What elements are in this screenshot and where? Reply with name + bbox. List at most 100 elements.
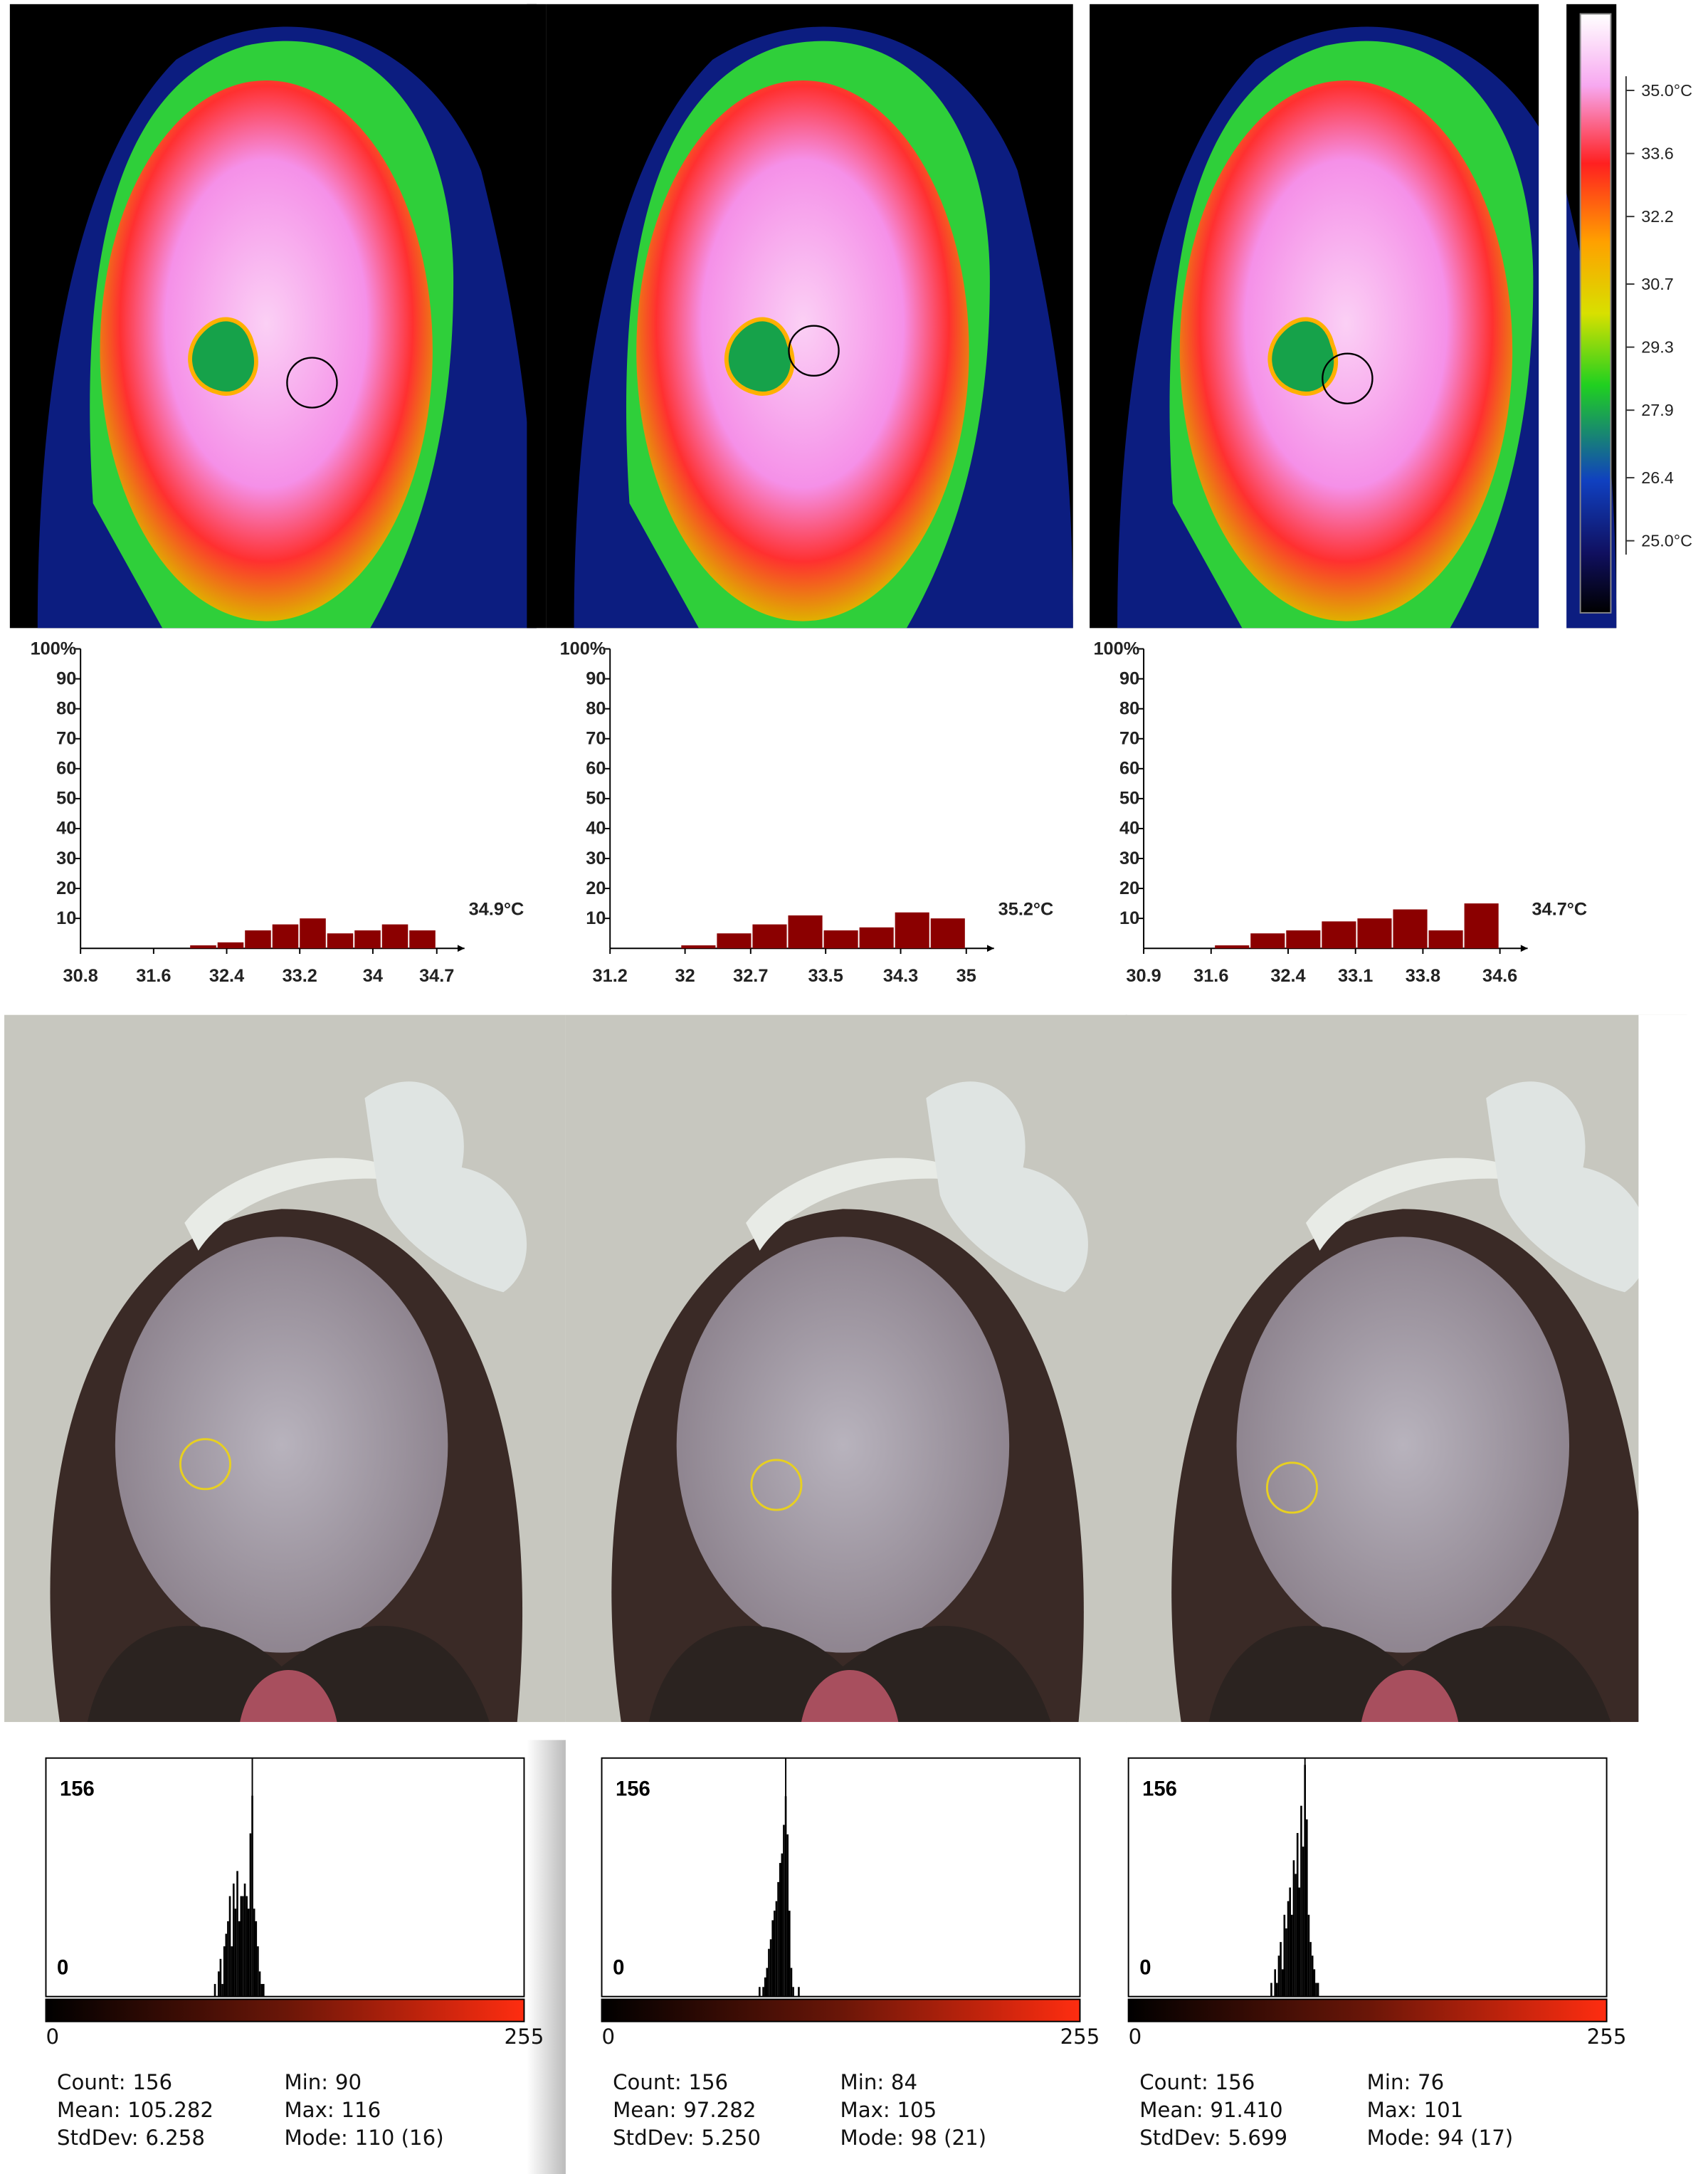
stat-label: Mean:: [57, 2098, 120, 2122]
bar: [227, 1921, 229, 1997]
stat-label: StdDev:: [57, 2126, 139, 2150]
stat-label: Mode:: [284, 2126, 347, 2150]
x-tick-label: 32.4: [209, 966, 244, 986]
bar: [257, 1946, 259, 1997]
bar: [779, 1863, 781, 1997]
stat-value: 97.282: [683, 2098, 756, 2122]
x-tick-label: 33.1: [1338, 966, 1373, 986]
bar: [232, 1884, 235, 1997]
bar: [1428, 930, 1463, 949]
stat: Count: 156: [1139, 2070, 1255, 2094]
x-tick-label: 31.6: [136, 966, 171, 986]
bar: [1317, 1983, 1319, 1997]
stat: Mean: 97.282: [613, 2098, 756, 2122]
bar: [771, 1920, 774, 1997]
bar: [768, 1948, 770, 1997]
bar: [272, 924, 299, 949]
bar: [1309, 1942, 1312, 1997]
y-tick-label: 90: [586, 668, 606, 688]
bar: [823, 930, 858, 949]
x-tick-label: 34.6: [1482, 966, 1517, 986]
y-tick-label: 70: [1119, 729, 1139, 749]
stat-value: 116: [341, 2098, 381, 2122]
stat-label: Min:: [840, 2070, 885, 2094]
bar: [219, 1958, 222, 1997]
bar: [1215, 945, 1250, 949]
colorbar-label: 30.7: [1641, 275, 1673, 293]
bar: [798, 1987, 800, 1997]
y-tick-label: 80: [586, 698, 606, 718]
bar: [1300, 1805, 1302, 1997]
stat-label: Max:: [840, 2098, 890, 2122]
y-max-label: 156: [1142, 1777, 1177, 1800]
x-tick-label: 31.2: [593, 966, 628, 986]
stat-value: 91.410: [1210, 2098, 1282, 2122]
colorbar-label: 25.0°C: [1641, 531, 1692, 550]
stat-value: 101: [1424, 2098, 1464, 2122]
stat: Mode: 98 (21): [840, 2126, 987, 2150]
y-tick-label: 100%: [1093, 639, 1139, 658]
stat-label: Count:: [613, 2070, 682, 2094]
colorbar: [1579, 13, 1612, 614]
bar: [228, 1896, 231, 1997]
stat: Max: 101: [1367, 2098, 1464, 2122]
stat-value: 90: [335, 2070, 362, 2094]
stat: Mean: 105.282: [57, 2098, 214, 2122]
bar: [1289, 1887, 1292, 1997]
bar: [930, 918, 965, 949]
bar: [243, 1884, 246, 1997]
bar: [1311, 1955, 1314, 1997]
stat-value: 94 (17): [1438, 2126, 1513, 2150]
y-tick-label: 70: [56, 729, 76, 749]
stat-value: 156: [1216, 2070, 1255, 2094]
axis-arrow: [1520, 945, 1528, 952]
bar: [381, 924, 408, 949]
bar: [783, 1824, 785, 1997]
bar: [223, 1946, 226, 1997]
stat-value: 5.250: [701, 2126, 761, 2150]
colorbar-label: 35.0°C: [1641, 81, 1692, 100]
axis-arrow: [986, 945, 994, 952]
bar: [260, 1984, 263, 1997]
bar: [681, 945, 716, 949]
y-tick-label: 80: [56, 698, 76, 718]
y-tick-label: 60: [1119, 759, 1139, 779]
lut-bar: [45, 1998, 525, 2022]
bar: [764, 1977, 766, 1997]
y-tick-label: 40: [586, 819, 606, 839]
bar: [788, 915, 823, 949]
bar: [895, 912, 929, 949]
bar: [262, 1984, 265, 1997]
x-tick-label: 0: [46, 2025, 59, 2049]
bar: [1286, 930, 1321, 949]
stat: Max: 116: [284, 2098, 381, 2122]
bar: [1283, 1914, 1286, 1997]
stat-value: 5.699: [1228, 2126, 1287, 2150]
bar: [247, 1908, 250, 1997]
stat-label: Mean:: [613, 2098, 676, 2122]
stat-label: Count:: [57, 2070, 126, 2094]
bar: [766, 1968, 769, 1997]
stat-label: Mode:: [840, 2126, 904, 2150]
stat-label: Min:: [284, 2070, 328, 2094]
bar: [1302, 1847, 1304, 1997]
bar: [231, 1946, 233, 1997]
stat: StdDev: 5.699: [1139, 2126, 1287, 2150]
x-tick-label: 35: [956, 966, 976, 986]
bar: [762, 1987, 764, 1997]
bar: [1281, 1969, 1284, 1997]
bar: [249, 1833, 252, 1997]
x-tick-label: 0: [602, 2025, 616, 2049]
colorbar-label: 29.3: [1641, 337, 1673, 356]
stat: Max: 105: [840, 2098, 937, 2122]
x-tick-label: 33.8: [1406, 966, 1440, 986]
stat-value: 105: [897, 2098, 937, 2122]
y-tick-label: 50: [56, 789, 76, 809]
y-tick-label: 30: [586, 849, 606, 868]
bar: [253, 1908, 255, 1997]
stat-label: Mode:: [1367, 2126, 1430, 2150]
x-tick-label: 255: [505, 2025, 544, 2049]
y-tick-label: 70: [586, 729, 606, 749]
